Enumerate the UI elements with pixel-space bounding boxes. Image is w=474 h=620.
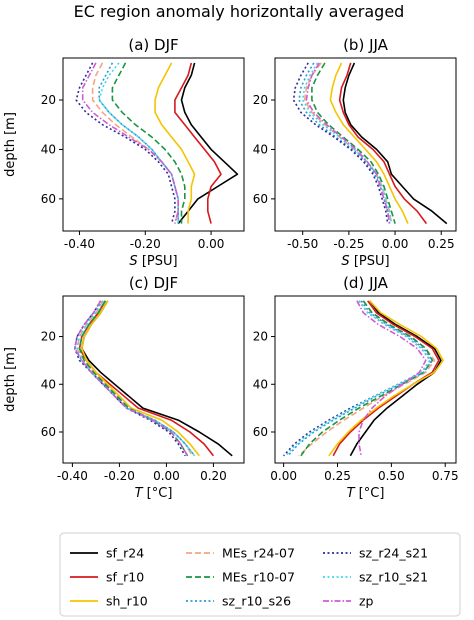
- panel-a-ylabel: depth [m]: [3, 112, 18, 177]
- legend-label-MEs_r24-07: MEs_r24-07: [222, 546, 295, 561]
- x-tick-label: -0.25: [333, 237, 364, 251]
- panel-a-xlabel: S [PSU]: [129, 254, 177, 269]
- legend: sf_r24sf_r10sh_r10MEs_r24-07MEs_r10-07sz…: [59, 532, 461, 617]
- x-tick-label: -0.20: [104, 469, 135, 483]
- series-line-sf_r24: [177, 62, 239, 225]
- figure-title: EC region anomaly horizontally averaged: [74, 2, 405, 21]
- y-tick-label: 40: [41, 377, 56, 391]
- panel-d-frame: [274, 295, 457, 464]
- x-tick-label: -0.20: [130, 237, 161, 251]
- panel-c-title: (c) DJF: [129, 274, 178, 292]
- y-tick-label: 40: [253, 377, 268, 391]
- legend-label-sz_r10_s26: sz_r10_s26: [222, 594, 291, 609]
- legend-label-sz_r10_s21: sz_r10_s21: [359, 570, 428, 585]
- panel-c: (c) DJF -0.40 -0.20 0.00 0.20 20 40 60 T [°C] dep…: [3, 274, 245, 501]
- panel-c-xlabel: T [°C]: [135, 486, 173, 501]
- panels: (a) DJF -0.40 -0.20 0.00 20 40 60 S [PSU] depth …: [3, 36, 459, 501]
- series-line-MEs_r10-07: [300, 300, 434, 457]
- y-tick-label: 20: [253, 93, 268, 107]
- x-tick-label: -0.40: [64, 237, 95, 251]
- x-tick-label: -0.50: [287, 237, 318, 251]
- series-line-MEs_r24-07: [303, 62, 393, 224]
- x-tick-label: 0.25: [428, 237, 455, 251]
- panel-b-lines: [292, 62, 448, 225]
- y-tick-label: 40: [253, 142, 268, 156]
- series-line-sz_r10_s21: [285, 300, 431, 457]
- series-line-sf_r10: [338, 62, 428, 225]
- series-line-sh_r10: [329, 62, 409, 224]
- panel-a-title: (a) DJF: [128, 36, 178, 54]
- x-tick-label: 0.00: [382, 237, 409, 251]
- x-tick-label: 0.25: [324, 469, 351, 483]
- series-line-sz_r10_s21: [98, 62, 179, 224]
- panel-a: (a) DJF -0.40 -0.20 0.00 20 40 60 S [PSU] depth …: [3, 36, 245, 269]
- series-line-sz_r10_s21: [76, 300, 196, 457]
- panel-a-lines: [75, 62, 239, 225]
- series-line-sz_r10_s26: [74, 300, 196, 457]
- legend-frame: [59, 532, 461, 617]
- x-tick-label: 0.00: [270, 469, 297, 483]
- panel-d-lines: [283, 300, 444, 457]
- legend-label-sh_r10: sh_r10: [106, 594, 148, 609]
- panel-c-lines: [74, 300, 233, 457]
- series-line-MEs_r24-07: [91, 62, 179, 224]
- x-tick-label: 0.00: [198, 237, 225, 251]
- y-tick-label: 20: [253, 330, 268, 344]
- y-tick-label: 20: [41, 93, 56, 107]
- y-tick-label: 60: [41, 192, 56, 206]
- x-tick-label: 0.75: [432, 469, 459, 483]
- series-line-MEs_r10-07: [78, 300, 189, 457]
- panel-c-ylabel: depth [m]: [3, 347, 18, 412]
- panel-a-frame: [62, 57, 245, 232]
- series-line-zp: [356, 300, 427, 456]
- series-line-zp: [81, 62, 179, 224]
- panel-b-title: (b) JJA: [343, 36, 389, 54]
- y-tick-label: 60: [253, 425, 268, 439]
- panel-d-xlabel: T [°C]: [347, 486, 385, 501]
- y-tick-label: 60: [253, 192, 268, 206]
- y-tick-label: 60: [41, 425, 56, 439]
- series-line-sz_r24_s21: [75, 62, 176, 224]
- series-line-sf_r24: [349, 300, 442, 457]
- series-line-sf_r10: [174, 62, 222, 224]
- series-line-MEs_r10-07: [111, 62, 186, 224]
- x-tick-label: 0.50: [378, 469, 405, 483]
- legend-label-zp: zp: [359, 594, 374, 609]
- y-tick-label: 20: [41, 330, 56, 344]
- x-tick-label: 0.00: [153, 469, 180, 483]
- series-line-sh_r10: [81, 300, 200, 457]
- panel-b-frame: [274, 57, 457, 232]
- series-line-zp: [74, 300, 189, 457]
- series-line-sf_r24: [342, 62, 448, 225]
- legend-label-sf_r24: sf_r24: [106, 546, 144, 561]
- x-tick-label: 0.20: [200, 469, 227, 483]
- legend-label-MEs_r10-07: MEs_r10-07: [222, 570, 295, 585]
- panel-b: (b) JJA -0.50 -0.25 0.00 0.25 20 40 60 S [PSU]: [253, 36, 457, 269]
- panel-d-title: (d) JJA: [343, 274, 389, 292]
- panel-c-frame: [62, 295, 245, 464]
- series-line-sh_r10: [154, 62, 196, 224]
- series-line-sh_r10: [328, 300, 444, 457]
- series-line-MEs_r10-07: [311, 62, 396, 224]
- legend-label-sf_r10: sf_r10: [106, 570, 144, 585]
- series-line-sz_r24_s21: [283, 300, 431, 457]
- legend-label-sz_r24_s21: sz_r24_s21: [359, 546, 428, 561]
- series-line-sf_r24: [81, 300, 233, 457]
- panel-b-xlabel: S [PSU]: [341, 254, 389, 269]
- series-line-zp: [305, 62, 391, 224]
- x-tick-label: -0.40: [57, 469, 88, 483]
- panel-d: (d) JJA 0.00 0.25 0.50 0.75 20 40 60 T [°C]: [253, 274, 459, 501]
- y-tick-label: 40: [41, 142, 56, 156]
